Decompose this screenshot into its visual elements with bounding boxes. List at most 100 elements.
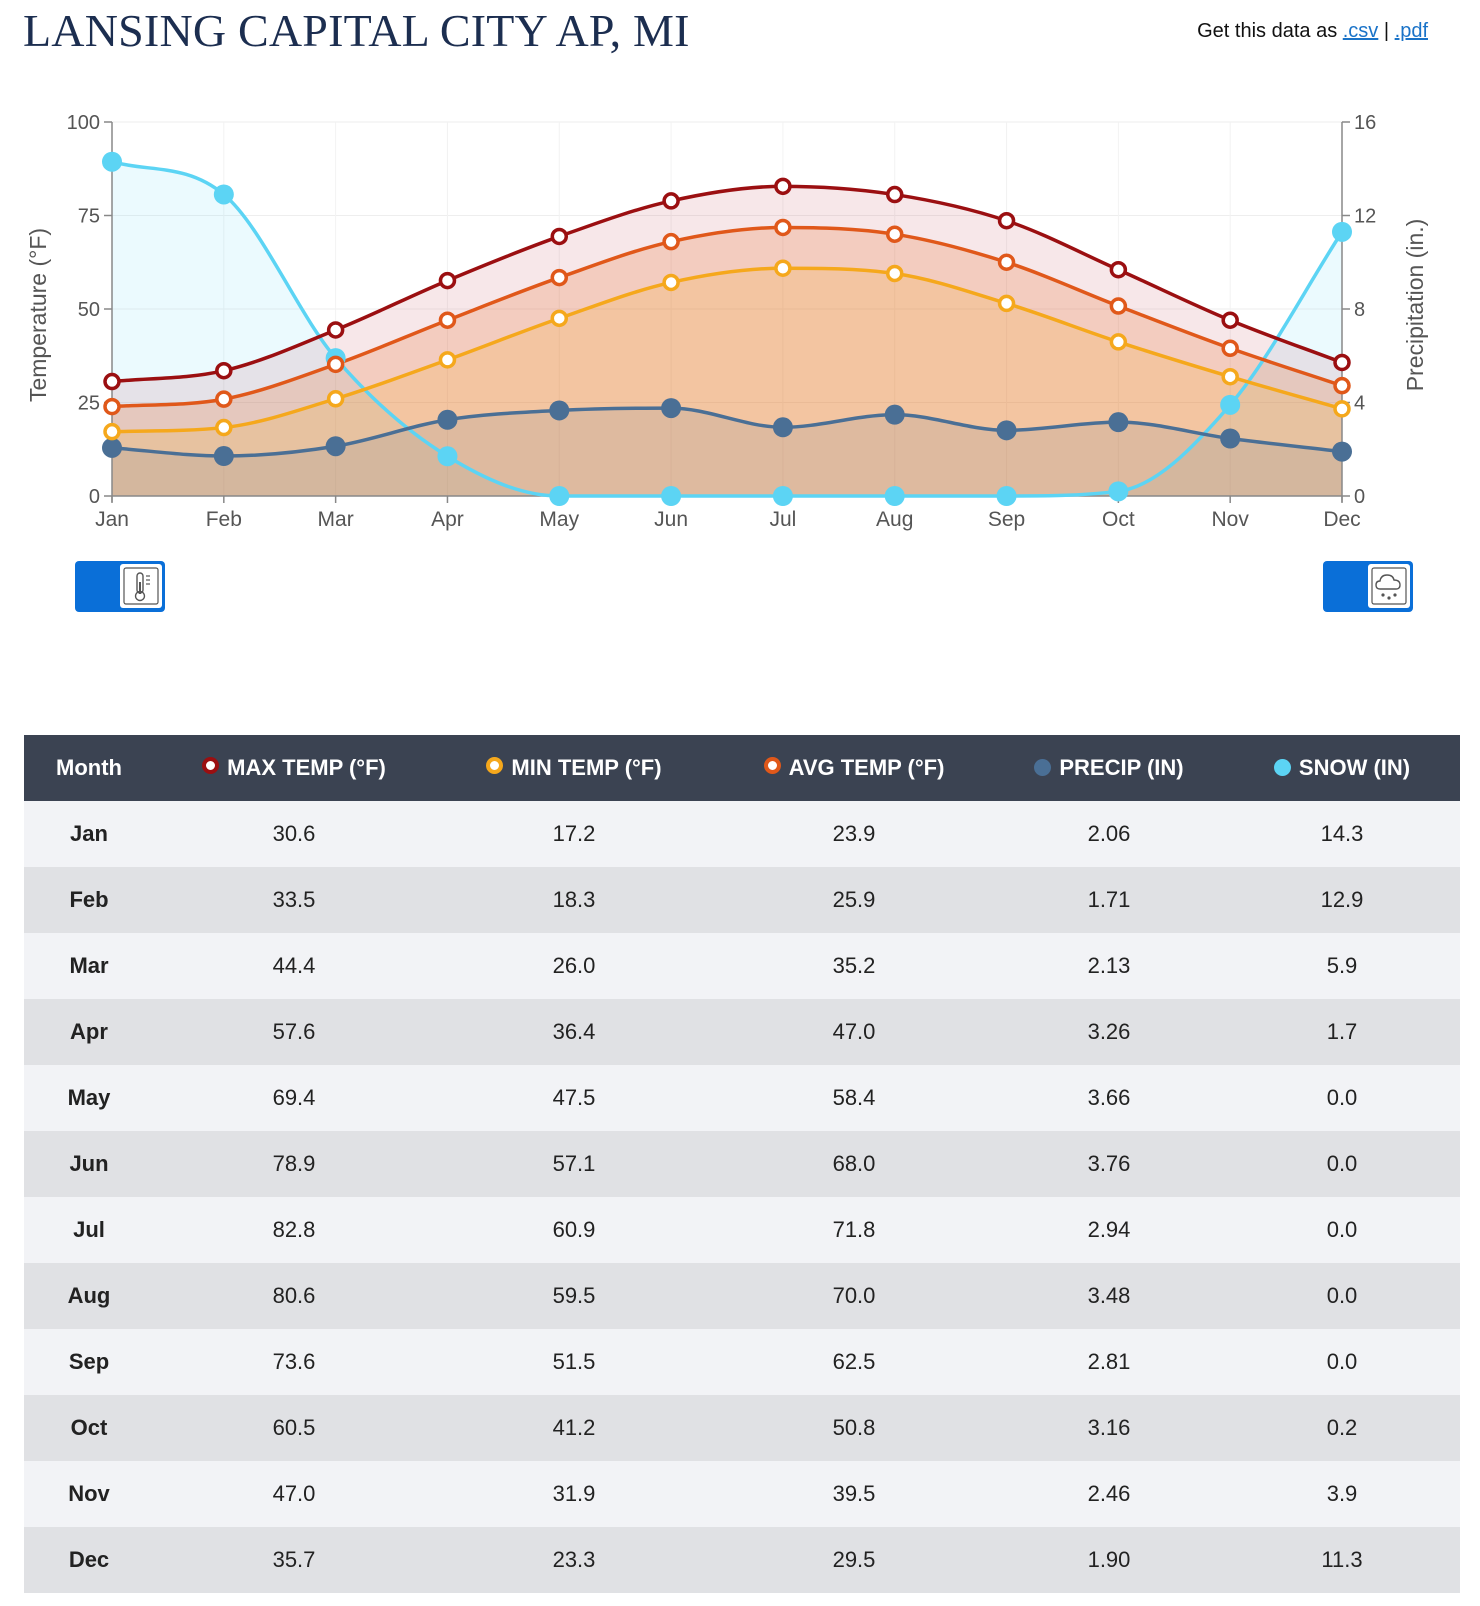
right-tick-label: 12 [1354,206,1376,228]
cell-precip: 2.81 [1087,1349,1131,1374]
cell-precip: 3.48 [1087,1283,1131,1308]
avg-point [438,311,457,329]
cell-max-temp: 44.4 [272,953,316,978]
header-max-temp: MAX TEMP (°F) [154,735,434,801]
x-tick-label: Nov [1212,508,1250,531]
min-point [215,418,233,437]
cell-avg-temp: 71.8 [832,1217,876,1242]
avg-point [326,355,345,374]
precipitation-toggle[interactable] [1323,561,1413,612]
cell-precip: 3.16 [1087,1415,1131,1440]
x-tick-label: Feb [206,508,242,531]
x-tick-label: May [539,508,579,531]
thermometer-icon [123,567,159,605]
snow-point [1332,221,1352,242]
rain-cloud-icon [1371,567,1407,605]
cell-max-temp: 73.6 [272,1349,316,1374]
cell-avg-temp: 29.5 [832,1547,876,1572]
cell-min-temp: 41.2 [552,1415,596,1440]
header-min-temp: MIN TEMP (°F) [434,735,714,801]
cell-month: Nov [68,1481,110,1506]
cell-max-temp: 78.9 [272,1151,316,1176]
cell-max-temp: 80.6 [272,1283,316,1308]
min-point [550,309,569,328]
cell-min-temp: 59.5 [552,1283,596,1308]
table-row: Mar 44.4 26.0 35.2 2.13 5.9 [24,933,1460,999]
cell-month: Jan [70,821,108,846]
cell-avg-temp: 58.4 [832,1085,876,1110]
cell-month: Dec [68,1547,110,1572]
cell-snow: 3.9 [1326,1481,1358,1506]
precip-point [325,436,346,457]
avg-point [1333,376,1351,395]
snow-point [772,486,793,506]
cell-min-temp: 51.5 [552,1349,596,1374]
cell-avg-temp: 35.2 [832,953,876,978]
right-tick-label: 8 [1354,299,1365,321]
cell-max-temp: 35.7 [272,1547,316,1572]
temperature-toggle[interactable] [75,561,165,612]
max-temp-legend-icon [202,757,220,774]
precip-point [884,404,905,425]
cell-min-temp: 17.2 [552,821,596,846]
cell-snow: 14.3 [1320,821,1364,846]
table-row: Nov 47.0 31.9 39.5 2.46 3.9 [24,1461,1460,1527]
cell-month: Feb [69,887,109,912]
cell-avg-temp: 62.5 [832,1349,876,1374]
cell-snow: 12.9 [1320,887,1364,912]
cell-avg-temp: 39.5 [832,1481,876,1506]
left-tick-label: 100 [67,112,100,134]
cell-month: Sep [68,1349,110,1374]
cell-min-temp: 57.1 [552,1151,596,1176]
download-prefix: Get this data as [1197,20,1338,42]
avg-line [111,225,1343,409]
max-point [774,177,792,196]
cell-avg-temp: 23.9 [832,821,876,846]
max-point [103,372,121,391]
avg-point [774,218,792,237]
cell-precip: 1.71 [1087,887,1131,912]
max-point [662,192,680,210]
table-row: Jul 82.8 60.9 71.8 2.94 0.0 [24,1197,1460,1263]
climate-table: Month MAX TEMP (°F) MIN TEMP (°F) AVG TE… [24,735,1460,1593]
avg-point [103,397,121,416]
avg-point [662,232,680,251]
cell-min-temp: 36.4 [552,1019,596,1044]
precip-line [111,406,1343,458]
max-point [885,185,904,204]
cell-max-temp: 82.8 [272,1217,316,1242]
cell-max-temp: 57.6 [272,1019,316,1044]
snow-point [1220,394,1241,415]
cell-precip: 3.26 [1087,1019,1131,1044]
cell-avg-temp: 68.0 [832,1151,876,1176]
table-row: Aug 80.6 59.5 70.0 3.48 0.0 [24,1263,1460,1329]
cell-month: Apr [70,1019,108,1044]
cell-snow: 0.0 [1326,1283,1358,1308]
cell-month: Mar [69,953,109,978]
table-row: Sep 73.6 51.5 62.5 2.81 0.0 [24,1329,1460,1395]
download-csv-link[interactable]: .csv [1342,20,1379,42]
snow-area [112,161,1342,497]
download-pdf-link[interactable]: .pdf [1394,20,1428,42]
snow-legend-icon [1273,759,1291,776]
cell-month: Jul [73,1217,105,1242]
right-tick-label: 4 [1354,393,1365,415]
avg-point [215,390,233,408]
cell-snow: 0.0 [1326,1217,1358,1242]
avg-point [997,253,1016,271]
header-snow: SNOW (IN) [1224,735,1460,801]
min-temp-legend-icon [486,757,504,774]
snow-point [661,486,682,506]
snow-point [549,486,570,506]
table-row: Dec 35.7 23.3 29.5 1.90 11.3 [24,1527,1460,1593]
cell-snow: 0.0 [1326,1085,1358,1110]
cell-month: Oct [70,1415,108,1440]
cell-max-temp: 33.5 [272,887,316,912]
min-point [438,351,457,369]
left-tick-label: 25 [78,393,100,415]
table-row: Apr 57.6 36.4 47.0 3.26 1.7 [24,999,1460,1065]
cell-snow: 1.7 [1326,1019,1358,1044]
cell-min-temp: 47.5 [552,1085,596,1110]
cell-snow: 0.0 [1326,1151,1358,1176]
cell-snow: 0.2 [1326,1415,1358,1440]
